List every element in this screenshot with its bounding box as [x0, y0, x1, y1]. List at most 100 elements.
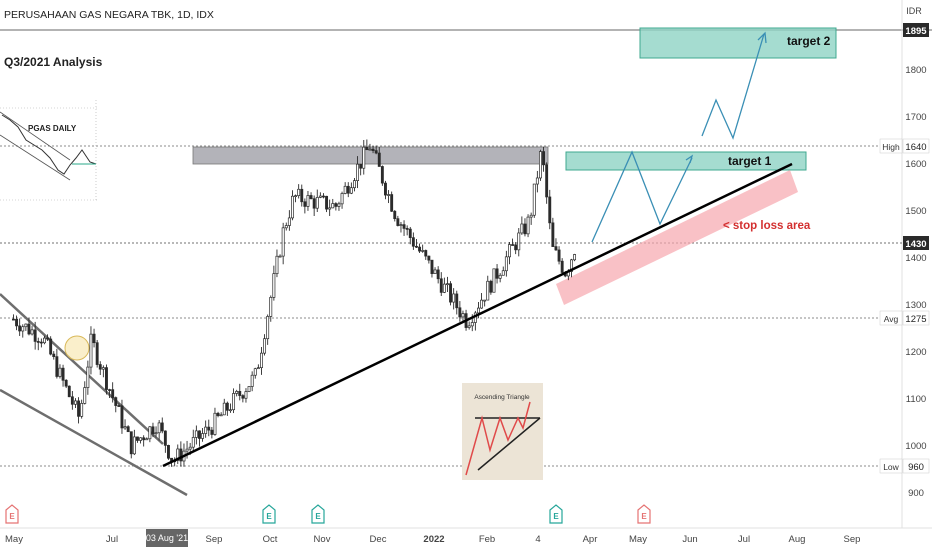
time-tick-label: Jul — [738, 534, 750, 545]
price-tick-label: 1700 — [905, 112, 926, 123]
candle-up — [294, 195, 298, 198]
candle-up — [272, 273, 276, 298]
candle-down — [95, 342, 99, 365]
candle-up — [219, 414, 223, 417]
candle-up — [442, 283, 446, 293]
time-tick-label: May — [629, 534, 647, 545]
candle-up — [235, 391, 239, 394]
price-axis[interactable]: 900 1000 1100 1200 1300 1400 1500 1600 1700 1800 — [905, 65, 926, 499]
time-tick-label: Jun — [682, 534, 697, 545]
candle-down — [393, 210, 397, 220]
candle-up — [486, 280, 490, 301]
event-badge-shape — [637, 504, 651, 524]
candle-down — [216, 412, 220, 416]
time-tick-label: Sep — [206, 534, 223, 545]
ascending-trendline[interactable] — [162, 162, 793, 468]
resistance-zone[interactable] — [192, 146, 549, 165]
earnings-event-marker[interactable]: E — [637, 504, 651, 524]
candle-up — [570, 259, 573, 272]
candle-up — [362, 146, 366, 169]
candle-down — [365, 146, 369, 151]
candlestick-series — [12, 139, 577, 467]
candle-down — [430, 259, 434, 274]
candle-up — [508, 244, 511, 258]
earnings-event-marker[interactable]: E — [549, 504, 563, 524]
candle-up — [139, 437, 143, 441]
candle-down — [560, 260, 564, 273]
candle-up — [266, 316, 270, 340]
candle-down — [39, 341, 43, 344]
candle-down — [405, 228, 409, 230]
candle-up — [222, 402, 226, 416]
candle-up — [204, 426, 208, 434]
time-axis[interactable]: May Jul Sep Oct Nov Dec 2022 Feb 4 Apr May Jun Jul Au… — [5, 534, 860, 545]
candle-up — [232, 393, 236, 411]
candle-down — [160, 422, 164, 432]
earnings-event-marker[interactable]: E — [262, 504, 276, 524]
event-badge-label: E — [315, 512, 321, 521]
candle-down — [380, 166, 384, 184]
candle-up — [356, 163, 360, 181]
candle-up — [318, 195, 322, 198]
candle-down — [67, 385, 71, 398]
candle-down — [36, 341, 40, 343]
target-1-label: target 1 — [728, 154, 772, 168]
candle-up — [517, 232, 521, 251]
time-tick-label: Jul — [106, 534, 118, 545]
candle-down — [70, 396, 74, 405]
candle-down — [554, 246, 558, 251]
high-tag-value: 1640 — [905, 142, 926, 153]
candle-down — [390, 194, 394, 212]
target-2-zone[interactable] — [639, 27, 837, 59]
earnings-event-marker[interactable]: E — [311, 504, 325, 524]
currency-label: IDR — [906, 6, 922, 16]
candle-down — [142, 437, 146, 441]
candle-up — [244, 391, 248, 399]
target-price-value: 1895 — [905, 26, 927, 37]
time-tick-label: May — [5, 534, 23, 545]
candle-up — [21, 326, 25, 332]
last-price-tag — [903, 236, 929, 250]
candle-down — [92, 333, 96, 344]
candle-down — [309, 195, 313, 200]
candle-up — [263, 338, 267, 354]
candle-down — [46, 337, 50, 340]
candle-up — [306, 195, 310, 207]
time-tick-label: Feb — [479, 534, 495, 545]
candle-up — [492, 268, 496, 293]
candle-down — [436, 269, 440, 280]
candle-up — [337, 203, 341, 207]
candle-up — [446, 283, 449, 286]
channel-lower-line[interactable] — [0, 388, 188, 497]
candle-down — [49, 338, 53, 355]
candle-up — [278, 255, 282, 258]
candle-down — [129, 431, 133, 455]
event-badge-label: E — [553, 512, 559, 521]
candle-down — [458, 307, 462, 318]
candle-up — [154, 432, 158, 435]
inset-price-line — [1, 114, 97, 175]
candle-up — [194, 430, 198, 438]
event-badge-shape — [311, 504, 325, 524]
candle-down — [489, 280, 493, 293]
stop-loss-zone[interactable] — [556, 170, 798, 305]
projection-path-1[interactable] — [591, 150, 693, 243]
inset-title: PGAS DAILY — [28, 124, 77, 133]
candle-down — [98, 364, 102, 370]
candle-down — [325, 195, 329, 210]
stop-loss-label: < stop loss area — [723, 220, 811, 232]
candle-down — [114, 397, 118, 406]
crosshair-date-badge — [146, 529, 188, 547]
candle-down — [418, 246, 422, 252]
candle-down — [377, 152, 381, 167]
earnings-event-marker[interactable]: E — [5, 504, 19, 524]
candle-up — [343, 185, 347, 194]
candle-down — [548, 196, 552, 224]
price-tick-label: 1000 — [905, 441, 926, 452]
projection-path-2[interactable] — [701, 33, 765, 140]
channel-upper-line[interactable] — [0, 293, 164, 445]
high-tag-box — [879, 138, 903, 154]
candle-up — [573, 254, 577, 261]
